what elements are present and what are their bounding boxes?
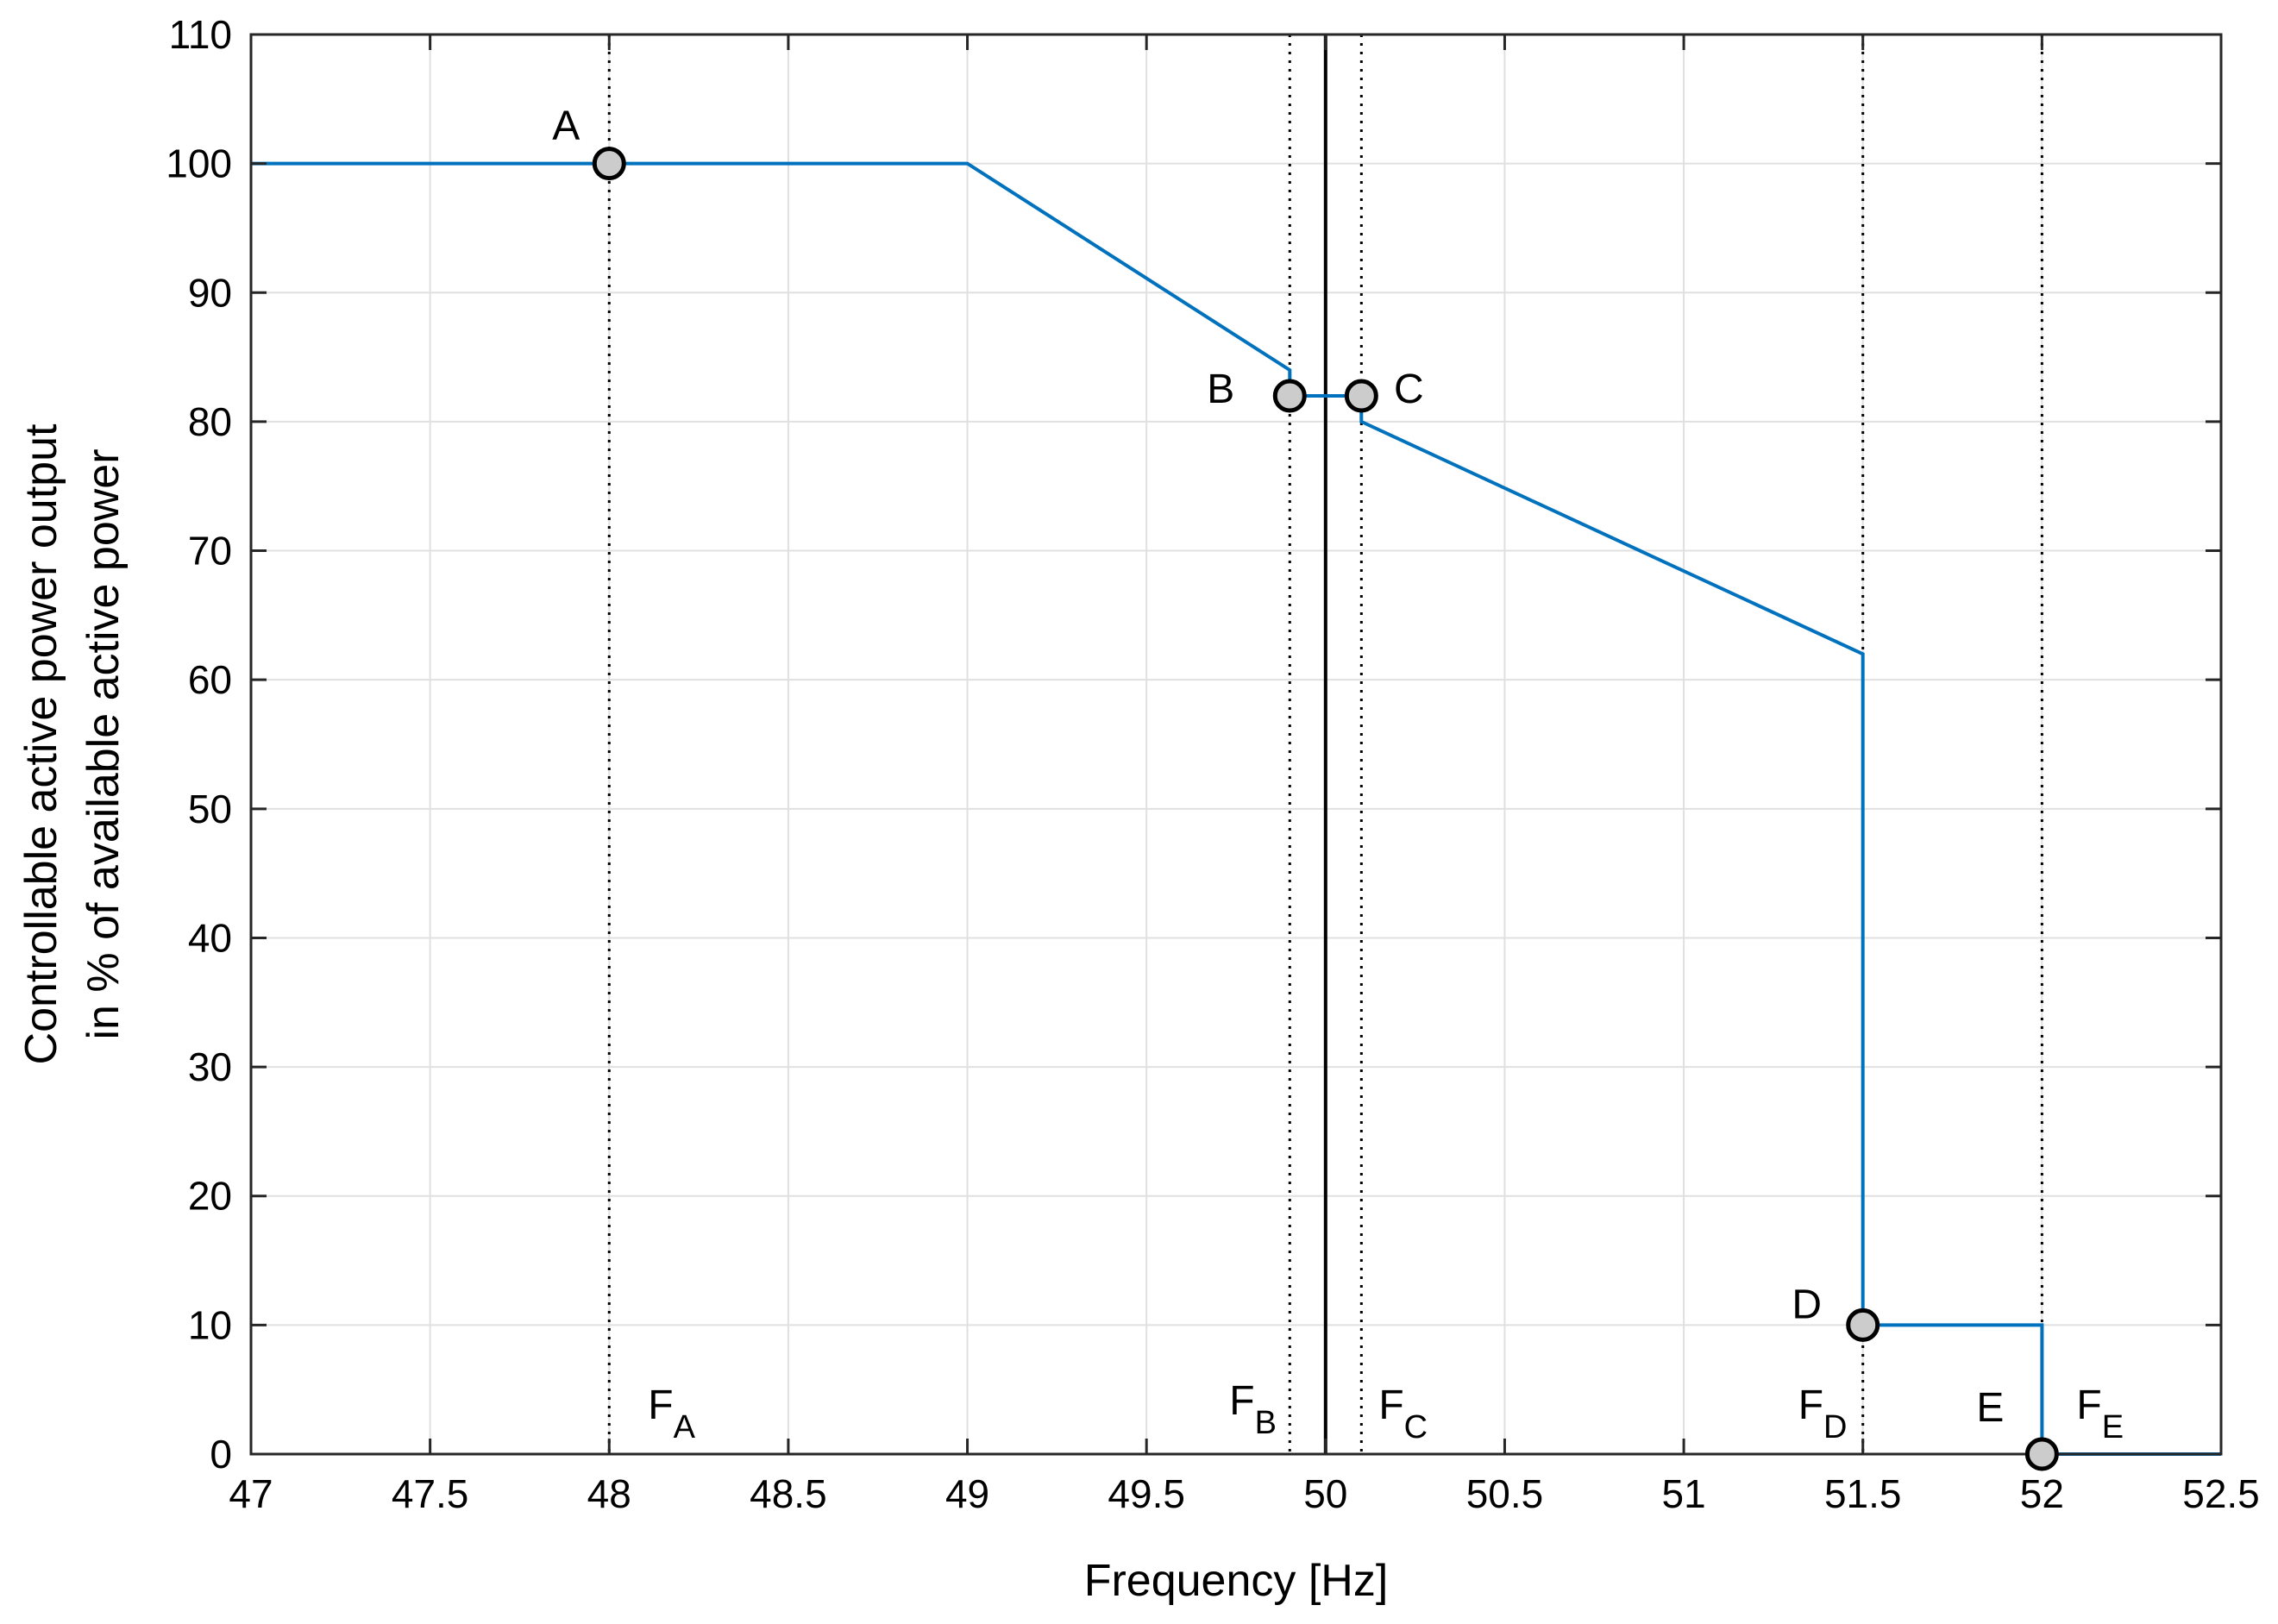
labels: Frequency [Hz] Controllable active power … <box>16 103 2124 1606</box>
x-axis-label: Frequency [Hz] <box>1084 1556 1389 1606</box>
y-axis-label-line: Controllable active power output <box>16 423 66 1064</box>
grid <box>250 34 2222 1455</box>
y-tick-label: 40 <box>188 915 232 960</box>
f-label-d: FD <box>1798 1383 1848 1445</box>
x-tick-label: 50 <box>1303 1471 1347 1516</box>
point-label-d: D <box>1792 1282 1822 1327</box>
series-line-0 <box>251 161 2221 1456</box>
x-tick-label: 52.5 <box>2182 1471 2260 1516</box>
point-label-b: B <box>1207 367 1234 412</box>
y-tick-label: 70 <box>188 529 232 574</box>
x-tick-label: 47 <box>229 1471 273 1516</box>
point-label-e: E <box>1976 1385 2004 1431</box>
y-tick-label: 30 <box>188 1044 232 1089</box>
point-marker-d <box>1846 1307 1880 1342</box>
y-tick-label: 110 <box>169 12 232 57</box>
marker-points <box>592 147 2059 1471</box>
f-label-a: FA <box>648 1383 695 1445</box>
point-label-c: C <box>1394 367 1424 412</box>
y-tick-label: 20 <box>188 1174 232 1219</box>
y-tick-label: 90 <box>188 270 232 315</box>
y-tick-label: 60 <box>188 657 232 702</box>
x-tick-label: 50.5 <box>1466 1471 1544 1516</box>
point-marker-a <box>592 147 626 181</box>
x-tick-label: 51.5 <box>1824 1471 1902 1516</box>
f-label-b: FB <box>1229 1378 1277 1441</box>
f-label-c: FC <box>1378 1383 1428 1445</box>
y-tick-label: 0 <box>210 1432 232 1477</box>
y-tick-label: 50 <box>188 787 232 831</box>
x-tick-label: 47.5 <box>392 1471 469 1516</box>
x-tick-label: 48.5 <box>750 1471 827 1516</box>
x-tick-label: 49 <box>945 1471 989 1516</box>
plot-frame <box>249 33 2223 1456</box>
point-marker-e <box>2024 1437 2059 1471</box>
x-tick-label: 52 <box>2020 1471 2064 1516</box>
y-tick-label: 10 <box>188 1302 232 1347</box>
x-tick-label: 49.5 <box>1108 1471 1185 1516</box>
axes: 47 47.5 48 48.5 49 49.5 50 50.5 51 51.5 52 52.5 0 10 2… <box>166 12 2260 1516</box>
y-axis-label-line: in % of available active power <box>78 448 129 1039</box>
f-label-e: FE <box>2076 1383 2124 1445</box>
point-marker-b <box>1272 379 1307 413</box>
reference-lines <box>607 34 2043 1454</box>
y-tick-label: 100 <box>166 141 232 186</box>
series-layer <box>251 161 2221 1456</box>
x-tick-label: 51 <box>1662 1471 1706 1516</box>
x-tick-label: 48 <box>587 1471 631 1516</box>
point-label-a: A <box>552 103 580 149</box>
y-tick-label: 80 <box>188 399 232 444</box>
point-marker-c <box>1344 379 1378 413</box>
